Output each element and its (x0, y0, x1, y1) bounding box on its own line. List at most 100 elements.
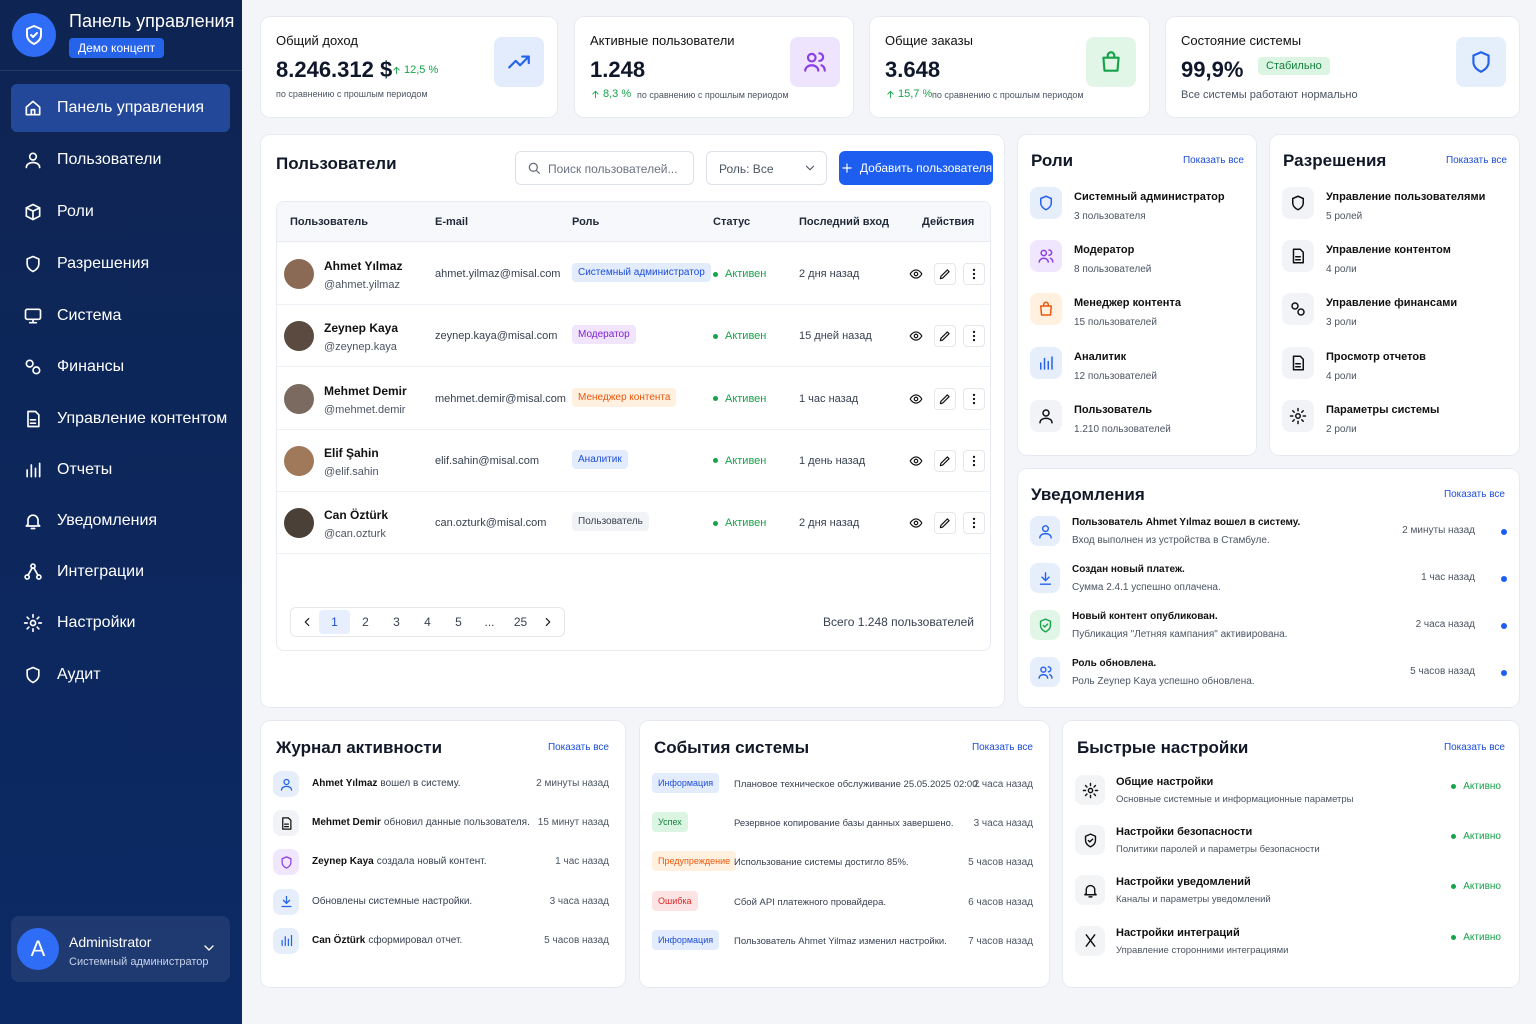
nav-item[interactable]: Управление контентом (11, 395, 230, 443)
icon (972, 268, 976, 280)
activity-action: обновил данные пользователя. (383, 817, 530, 829)
setting-desc: Каналы и параметры уведомлений (1116, 894, 1271, 906)
page-prev[interactable] (295, 615, 319, 629)
show-all-link[interactable]: Показать все (547, 742, 609, 753)
stat-title: Состояние системы (1181, 33, 1302, 48)
action-eye[interactable] (905, 263, 927, 285)
action-eye[interactable] (905, 388, 927, 410)
unread-dot (1501, 529, 1507, 535)
action-pen[interactable] (934, 263, 956, 285)
event-tag: Успех (652, 812, 688, 833)
user-box[interactable]: A Administrator Системный администратор (11, 916, 230, 982)
add-user-button[interactable]: Добавить пользователя (839, 151, 993, 185)
unread-dot (1501, 623, 1507, 629)
action-dots[interactable] (963, 449, 985, 472)
last-login: 1 день назад (799, 454, 866, 467)
stat-badge: Стабильно (1258, 57, 1330, 75)
nav-item[interactable]: Разрешения (11, 240, 230, 288)
page-next[interactable] (536, 615, 560, 629)
action-pen[interactable] (934, 387, 956, 410)
setting-name: Настройки безопасности (1116, 826, 1253, 839)
setting-name: Общие настройки (1116, 776, 1214, 788)
users-total: Всего 1.248 пользователей (822, 615, 974, 629)
action-eye[interactable] (905, 512, 927, 534)
nav-item[interactable]: Отчеты (11, 446, 230, 494)
show-all-link[interactable]: Показать все (1443, 742, 1505, 753)
activity-time: 2 минуты назад (536, 778, 609, 789)
item-name: Системный администратор (1074, 191, 1225, 203)
nav-label: Пользователи (57, 151, 162, 168)
icon (1040, 355, 1053, 370)
nav-label: Управление контентом (57, 410, 228, 427)
setting-status-label: Активно (1463, 781, 1501, 792)
nav-item[interactable]: Пользователи (11, 136, 230, 184)
action-dots[interactable] (963, 325, 985, 348)
show-all-link[interactable]: Показать все (971, 742, 1033, 753)
nav-item[interactable]: Система (11, 292, 230, 340)
search-input[interactable]: Поиск пользователей... (515, 151, 694, 185)
nav-icon (23, 150, 43, 170)
page-button[interactable]: ... (484, 615, 495, 629)
nav-item[interactable]: Аудит (11, 651, 230, 699)
icon (804, 52, 826, 72)
action-dots[interactable] (963, 387, 985, 410)
page-button[interactable]: 5 (455, 615, 462, 629)
page-button[interactable]: 25 (513, 615, 528, 629)
page-button[interactable]: 2 (362, 615, 369, 629)
nav-icon (23, 409, 43, 429)
setting-desc: Основные системные и информационные пара… (1116, 794, 1354, 805)
icon-box (1282, 187, 1314, 219)
status-dot (713, 458, 718, 464)
nav-item[interactable]: Финансы (11, 343, 230, 391)
table-row: Zeynep Kaya @zeynep.kaya zeynep.kaya@misal… (277, 305, 990, 368)
setting-status-label: Активно (1463, 931, 1501, 943)
action-eye[interactable] (905, 450, 927, 472)
role-filter[interactable]: Роль: Все (706, 151, 827, 185)
quick-settings-panel: Быстрые настройки Показать все Общие настр… (1062, 720, 1520, 988)
stat-title: Активные пользователи (590, 33, 735, 48)
setting-desc: Управление сторонними интеграциями (1116, 944, 1289, 956)
item-name: Управление контентом (1326, 244, 1451, 257)
icon (304, 617, 310, 627)
action-dots[interactable] (963, 512, 985, 535)
nav-label: Роли (57, 203, 94, 220)
table-row: Ahmet Yılmaz @ahmet.yilmaz ahmet.yilmaz@mi… (277, 243, 990, 305)
nav-item[interactable]: Уведомления (11, 497, 230, 545)
activity-actor: Zeynep Kaya (312, 856, 374, 868)
nav-label: Настройки (57, 614, 136, 631)
nav-item[interactable]: Роли (11, 188, 230, 236)
show-all-link[interactable]: Показать все (1182, 155, 1244, 166)
icon (592, 90, 599, 98)
user-email: ahmet.yilmaz@misal.com (435, 268, 561, 280)
action-eye[interactable] (905, 325, 927, 347)
activity-text: Ahmet Yılmaz вошел в систему. (312, 778, 461, 789)
action-pen[interactable] (934, 325, 956, 348)
nav-item[interactable]: Панель управления (11, 84, 230, 132)
status: Активен (713, 330, 766, 342)
page-button[interactable]: 1 (319, 610, 350, 634)
item-name: Аналитик (1074, 350, 1127, 363)
user-avatar (284, 445, 314, 476)
action-pen[interactable] (934, 512, 956, 535)
show-all-link[interactable]: Показать все (1443, 489, 1505, 500)
nav-item[interactable]: Интеграции (11, 548, 230, 596)
page-button[interactable]: 4 (424, 615, 431, 629)
show-all-link[interactable]: Показать все (1445, 155, 1507, 166)
action-pen[interactable] (934, 449, 956, 472)
icon (1472, 51, 1490, 73)
nav-item[interactable]: Настройки (11, 599, 230, 647)
user-menu[interactable] (201, 940, 217, 961)
notification-desc: Публикация "Летняя кампания" активирован… (1072, 629, 1288, 640)
icon (26, 462, 41, 478)
page-button[interactable]: 3 (393, 615, 400, 629)
role-badge: Пользователь (572, 512, 649, 532)
icon (939, 393, 950, 404)
icon-box (1030, 293, 1062, 326)
nav-icon (23, 357, 43, 377)
event-time: 3 часа назад (973, 818, 1033, 830)
notification-time: 5 часов назад (1410, 666, 1475, 677)
action-dots[interactable] (963, 263, 985, 285)
user-name: Elif Şahin (324, 445, 379, 460)
panel-title: Пользователи (276, 154, 397, 173)
icon-box (1456, 37, 1506, 87)
